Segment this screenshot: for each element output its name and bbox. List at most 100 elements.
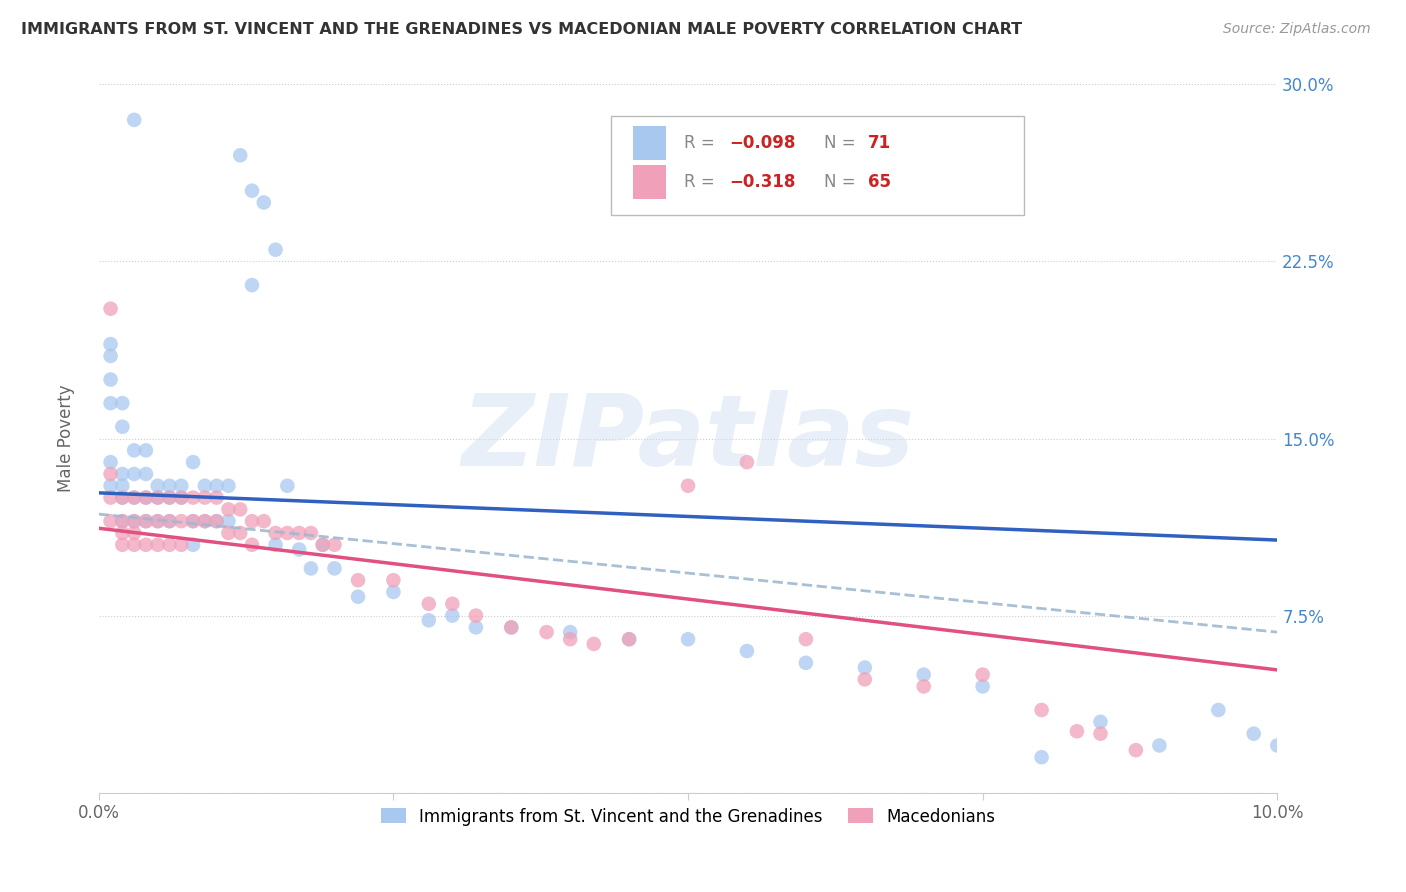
- Point: [100, 491, 122, 505]
- Text: Source: ZipAtlas.com: Source: ZipAtlas.com: [1223, 22, 1371, 37]
- Point: [536, 625, 558, 640]
- Point: [135, 538, 157, 552]
- Point: [217, 479, 239, 493]
- Point: [159, 514, 181, 528]
- Point: [676, 479, 699, 493]
- Point: [122, 491, 145, 505]
- Point: [122, 467, 145, 481]
- Point: [111, 467, 134, 481]
- Point: [135, 443, 157, 458]
- Point: [122, 538, 145, 552]
- Point: [170, 491, 193, 505]
- Point: [264, 526, 287, 541]
- Text: IMMIGRANTS FROM ST. VINCENT AND THE GRENADINES VS MACEDONIAN MALE POVERTY CORREL: IMMIGRANTS FROM ST. VINCENT AND THE GREN…: [21, 22, 1022, 37]
- Point: [217, 514, 239, 528]
- Point: [853, 660, 876, 674]
- Point: [111, 538, 134, 552]
- Point: [205, 479, 228, 493]
- Point: [853, 673, 876, 687]
- Point: [100, 396, 122, 410]
- Point: [122, 491, 145, 505]
- Point: [181, 491, 204, 505]
- Point: [617, 632, 640, 647]
- Point: [122, 526, 145, 541]
- Point: [100, 337, 122, 351]
- Point: [1031, 703, 1053, 717]
- Point: [501, 620, 523, 634]
- Text: N =: N =: [824, 134, 860, 153]
- Point: [312, 538, 335, 552]
- Point: [288, 542, 311, 557]
- Point: [617, 632, 640, 647]
- Point: [100, 455, 122, 469]
- Point: [170, 491, 193, 505]
- Point: [264, 243, 287, 257]
- Point: [240, 278, 263, 293]
- Point: [441, 608, 464, 623]
- Point: [560, 632, 582, 647]
- Point: [323, 538, 346, 552]
- Point: [441, 597, 464, 611]
- Point: [464, 608, 486, 623]
- Point: [229, 526, 252, 541]
- Point: [1149, 739, 1171, 753]
- Point: [135, 491, 157, 505]
- Point: [111, 514, 134, 528]
- Point: [229, 502, 252, 516]
- Point: [253, 514, 276, 528]
- FancyBboxPatch shape: [612, 116, 1024, 216]
- Point: [122, 514, 145, 528]
- Point: [1265, 739, 1288, 753]
- Point: [735, 455, 758, 469]
- Point: [135, 491, 157, 505]
- Point: [135, 514, 157, 528]
- Point: [972, 680, 994, 694]
- Point: [100, 349, 122, 363]
- Point: [194, 479, 217, 493]
- Point: [299, 526, 322, 541]
- Point: [122, 112, 145, 127]
- Point: [972, 667, 994, 681]
- Point: [676, 632, 699, 647]
- Text: 65: 65: [869, 173, 891, 191]
- Text: −0.318: −0.318: [730, 173, 796, 191]
- Point: [194, 491, 217, 505]
- Point: [159, 514, 181, 528]
- Point: [100, 301, 122, 316]
- Point: [205, 514, 228, 528]
- Point: [735, 644, 758, 658]
- Point: [276, 479, 298, 493]
- Point: [170, 479, 193, 493]
- Point: [181, 538, 204, 552]
- Point: [146, 514, 169, 528]
- Point: [100, 479, 122, 493]
- Point: [111, 491, 134, 505]
- Point: [146, 491, 169, 505]
- Y-axis label: Male Poverty: Male Poverty: [58, 384, 75, 492]
- Point: [418, 613, 440, 627]
- Point: [794, 632, 817, 647]
- Point: [264, 538, 287, 552]
- Point: [135, 467, 157, 481]
- Bar: [633, 165, 665, 199]
- Point: [181, 514, 204, 528]
- Point: [100, 372, 122, 386]
- Point: [912, 680, 935, 694]
- Point: [1125, 743, 1147, 757]
- Point: [464, 620, 486, 634]
- Text: R =: R =: [685, 134, 720, 153]
- Point: [240, 184, 263, 198]
- Point: [111, 491, 134, 505]
- Point: [253, 195, 276, 210]
- Point: [323, 561, 346, 575]
- Point: [382, 573, 405, 587]
- Point: [794, 656, 817, 670]
- Point: [418, 597, 440, 611]
- Point: [299, 561, 322, 575]
- Point: [912, 667, 935, 681]
- Point: [111, 514, 134, 528]
- Point: [122, 514, 145, 528]
- Point: [312, 538, 335, 552]
- Point: [100, 467, 122, 481]
- Point: [181, 455, 204, 469]
